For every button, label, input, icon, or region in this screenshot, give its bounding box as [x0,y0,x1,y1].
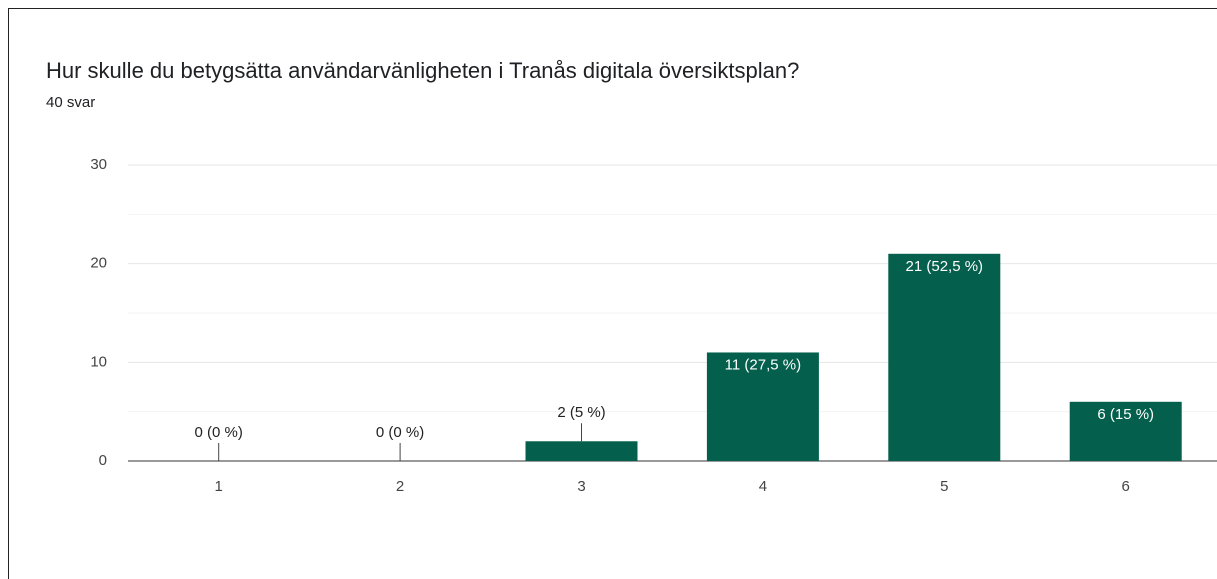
x-tick-label: 6 [1122,478,1130,495]
bar [888,253,1001,461]
data-label: 11 (27,5 %) [725,356,801,373]
data-label: 0 (0 %) [376,424,424,441]
chart-title: Hur skulle du betygsätta användarvänligh… [46,58,799,83]
y-tick-label: 30 [90,156,107,173]
frame [8,8,1217,579]
y-tick-label: 20 [90,255,107,272]
x-tick-label: 4 [759,478,767,495]
y-tick-label: 0 [99,452,107,469]
x-tick-label: 3 [577,478,585,495]
bar [525,441,638,461]
chart-subtitle: 40 svar [46,94,95,111]
bar [706,352,819,461]
x-tick-label: 2 [396,478,404,495]
data-label: 0 (0 %) [195,424,243,441]
data-label: 2 (5 %) [557,404,605,421]
data-label: 6 (15 %) [1097,406,1154,423]
data-label: 21 (52,5 %) [906,258,984,275]
x-tick-label: 1 [215,478,223,495]
bar [1069,401,1182,461]
x-tick-label: 5 [940,478,948,495]
y-tick-label: 10 [90,353,107,370]
